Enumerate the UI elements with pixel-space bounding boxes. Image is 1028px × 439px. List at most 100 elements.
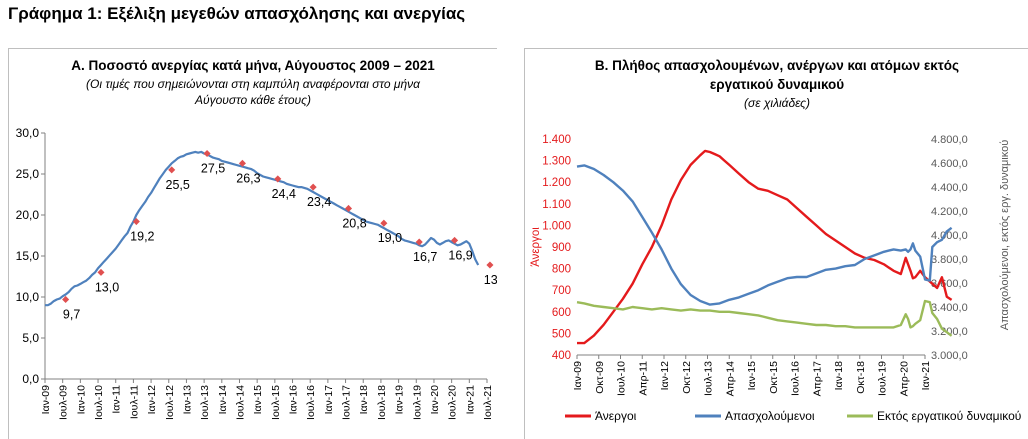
- chart-a-point-marker: [486, 261, 494, 269]
- chart-a-point-label: 26,3: [236, 171, 260, 185]
- chart-a-subtitle-line2: Αύγουστο κάθε έτους): [195, 93, 311, 107]
- chart-a-x-tick-label: Ιουλ-18: [376, 385, 388, 420]
- chart-a-point-marker: [451, 236, 459, 244]
- chart-b-y-left-tick-label: 500: [552, 328, 571, 340]
- chart-b-x-tick-label: Ιουλ-16: [790, 361, 802, 396]
- chart-a-y-tick-label: 10,0: [16, 290, 40, 304]
- chart-a-point-label: 13,9: [484, 273, 497, 287]
- chart-a-point-label: 23,4: [307, 195, 331, 209]
- chart-b-x-tick-label: Ιαν-09: [572, 361, 584, 391]
- chart-b-y-left-tick-label: 600: [552, 307, 571, 319]
- chart-b-y-right-tick-label: 4.000,0: [931, 230, 968, 242]
- chart-a-x-tick-label: Ιουλ-20: [447, 385, 459, 420]
- chart-b-y-right-tick-label: 4.800,0: [931, 134, 968, 146]
- chart-a-point-marker: [238, 159, 246, 167]
- chart-b-y-right-tick-label: 4.200,0: [931, 206, 968, 218]
- chart-a-point-label: 13,0: [95, 280, 119, 294]
- chart-b-y-left-tick-label: 1.000: [542, 220, 571, 232]
- chart-a-point-marker: [274, 175, 282, 183]
- chart-b-x-tick-label: Ιαν-12: [659, 361, 671, 391]
- chart-b-y-right-tick-label: 3.200,0: [931, 326, 968, 338]
- chart-a-y-tick-label: 30,0: [16, 126, 40, 140]
- chart-a-x-tick-label: Ιαν-21: [464, 385, 476, 415]
- chart-b-y-right-tick-label: 4.400,0: [931, 182, 968, 194]
- chart-a-x-tick-label: Ιουλ-14: [234, 385, 246, 420]
- chart-a-point-label: 27,5: [201, 162, 225, 176]
- chart-a-point-marker: [415, 238, 423, 246]
- chart-b-y-right-label: Απασχολούμενοι, εκτός εργ. δυναμικού: [999, 140, 1011, 330]
- chart-b-series-line-2: [576, 164, 953, 306]
- chart-a-plot: 0,0 5,0 10,0 15,0 20,0 25,0 30,0 Ιαν-09 Ιουλ-09 Ι…: [16, 126, 497, 420]
- chart-a-x-tick-label: Ιουλ-15: [270, 385, 282, 420]
- chart-b-legend-label: Άνεργοι: [595, 409, 637, 423]
- chart-a-x-tick-label: Ιουλ-10: [93, 385, 105, 420]
- chart-a-x-tick-label: Ιουλ-19: [411, 385, 423, 420]
- chart-b-x-tick-label: Ιουλ-19: [877, 361, 889, 396]
- chart-a-x-tick-label: Ιαν-12: [146, 385, 158, 415]
- chart-a-point-label: 25,5: [166, 178, 190, 192]
- chart-a-x-tick-label: Ιουλ-09: [58, 385, 70, 420]
- chart-b-y-left-tick-label: 700: [552, 285, 571, 297]
- chart-a-x-tick-label: Ιουλ-16: [305, 385, 317, 420]
- chart-b-series-line-1: [577, 149, 953, 345]
- chart-b-legend-label: Εκτός εργατικού δυναμικού: [877, 409, 1021, 423]
- chart-b-y-right-tick-label: 3.800,0: [931, 254, 968, 266]
- chart-a-x-tick-label: Ιαν-11: [111, 385, 123, 414]
- chart-a-y-tick-label: 25,0: [16, 167, 40, 181]
- chart-a-point-marker: [203, 149, 211, 158]
- chart-b-legend-label: Απασχολούμενοι: [725, 409, 815, 423]
- chart-b-title-line2: εργατικού δυναμικού: [709, 77, 845, 92]
- chart-a-title: Α. Ποσοστό ανεργίας κατά μήνα, Αύγουστος…: [71, 58, 435, 73]
- chart-a-x-tick-label: Ιαν-13: [181, 385, 193, 415]
- chart-a-x-tick-label: Ιαν-19: [394, 385, 406, 415]
- chart-a-y-tick-label: 15,0: [16, 249, 40, 263]
- chart-a-point-label: 20,8: [342, 216, 366, 230]
- page-title: Γράφημα 1: Εξέλιξη μεγεθών απασχόλησης κ…: [8, 4, 466, 23]
- chart-a-x-tick-label: Ιουλ-17: [341, 385, 353, 420]
- chart-a-subtitle-line1: (Οι τιμές που σημειώνονται στη καμπύλη α…: [86, 77, 420, 91]
- chart-a-point-label: 9,7: [63, 307, 80, 321]
- chart-b-series-line-3: [576, 299, 953, 337]
- chart-a-x-tick-label: Ιουλ-12: [164, 385, 176, 420]
- chart-b-x-tick-label: Απρ-11: [637, 361, 649, 396]
- chart-a-point-label: 16,7: [413, 250, 437, 264]
- chart-a-point-label: 24,4: [272, 187, 296, 201]
- chart-a-x-tick-label: Ιουλ-21: [482, 385, 494, 420]
- chart-b-x-tick-label: Οκτ-15: [768, 361, 780, 394]
- chart-a-x-tick-label: Ιαν-14: [217, 385, 229, 415]
- chart-a-point-marker: [168, 166, 176, 174]
- chart-b-y-right-tick-label: 3.000,0: [931, 350, 968, 362]
- chart-b-y-left-tick-label: 1.300: [542, 156, 571, 168]
- chart-b-y-left-tick-label: 1.200: [542, 177, 571, 189]
- chart-b-y-left-label: Άνεργοι: [530, 227, 542, 267]
- chart-panel-unemployment-rate: Α. Ποσοστό ανεργίας κατά μήνα, Αύγουστος…: [8, 48, 497, 439]
- chart-a-x-tick-label: Ιαν-10: [75, 385, 87, 415]
- chart-a-y-tick-label: 0,0: [22, 372, 39, 386]
- chart-a-x-tick-label: Ιαν-09: [40, 385, 52, 415]
- chart-a-point-marker: [344, 204, 353, 212]
- chart-a-y-tick-label: 5,0: [22, 331, 39, 345]
- chart-a-x-tick-label: Ιαν-17: [323, 385, 335, 415]
- chart-b-y-left-tick-label: 1.100: [542, 199, 571, 211]
- chart-b-plot: 400 500 600 700 800 900 1.000 1.100 1.200 1.300 1.…: [530, 134, 1021, 423]
- chart-a-point-marker: [97, 268, 105, 276]
- chart-a-point-marker: [380, 219, 388, 227]
- chart-b-y-left-tick-label: 900: [552, 242, 571, 254]
- chart-a-point-label: 19,2: [130, 230, 154, 244]
- chart-b-x-tick-label: Απρ-14: [724, 361, 736, 397]
- chart-a-x-tick-label: Ιουλ-11: [128, 385, 140, 419]
- chart-a-point-marker: [309, 183, 317, 191]
- chart-b-y-right-tick-label: 4.600,0: [931, 158, 968, 170]
- chart-a-point-label: 19,0: [378, 231, 402, 245]
- chart-b-y-right-tick-label: 3.400,0: [931, 302, 968, 314]
- chart-b-subtitle: (σε χιλιάδες): [744, 96, 810, 110]
- chart-b-x-tick-label: Ιουλ-10: [616, 361, 628, 396]
- chart-a-x-tick-label: Ιαν-16: [288, 385, 300, 415]
- chart-b-y-left-tick-label: 400: [552, 350, 571, 362]
- chart-a-x-tick-label: Ιαν-18: [358, 385, 370, 415]
- chart-a-series-line: [45, 150, 480, 307]
- chart-b-x-tick-label: Ιαν-18: [833, 361, 845, 391]
- chart-b-x-tick-label: Ιουλ-13: [703, 361, 715, 396]
- chart-a-x-tick-label: Ιαν-15: [252, 385, 264, 415]
- chart-b-x-tick-label: Απρ-17: [811, 361, 823, 397]
